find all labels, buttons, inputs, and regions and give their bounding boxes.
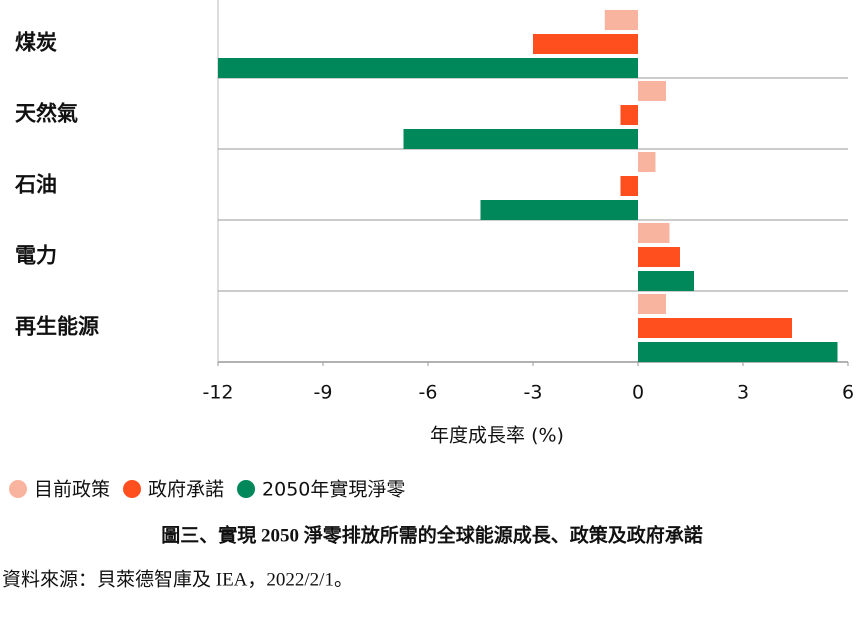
legend-label: 目前政策 <box>34 479 110 501</box>
caption: 圖三、實現 2050 淨零排放所需的全球能源成長、政策及政府承諾 <box>161 523 703 546</box>
category-label: 石油 <box>14 173 57 197</box>
x-axis-title: 年度成長率 (%) <box>430 425 564 447</box>
x-tick-label: 3 <box>737 382 749 404</box>
bar <box>604 10 638 30</box>
category-label: 天然氣 <box>15 102 78 126</box>
bar <box>533 34 638 54</box>
legend-label: 政府承諾 <box>148 479 224 501</box>
bar <box>403 129 638 149</box>
bar <box>638 247 680 267</box>
bar <box>638 152 656 172</box>
bar <box>638 318 792 338</box>
x-tick-label: 6 <box>842 382 854 404</box>
bar <box>620 176 638 196</box>
legend-label: 2050年實現淨零 <box>262 479 405 501</box>
bar <box>638 271 694 291</box>
x-tick-label: 0 <box>632 382 644 404</box>
bar <box>218 58 638 78</box>
bar <box>638 81 666 101</box>
category-label: 電力 <box>15 244 57 268</box>
bar <box>638 342 838 362</box>
x-tick-label: -3 <box>524 382 543 404</box>
bar <box>638 223 670 243</box>
legend-swatch <box>237 480 256 498</box>
x-tick-label: -6 <box>419 382 438 404</box>
x-tick-label: -9 <box>314 382 333 404</box>
x-tick-label: -12 <box>202 382 233 404</box>
bar <box>620 105 638 125</box>
category-label: 煤炭 <box>15 31 57 55</box>
bar <box>638 294 666 314</box>
category-label: 再生能源 <box>15 315 99 339</box>
source: 資料來源：貝萊德智庫及 IEA，2022/2/1。 <box>2 568 353 590</box>
bar <box>480 200 638 220</box>
legend-swatch <box>9 480 27 498</box>
legend-swatch <box>123 480 142 498</box>
